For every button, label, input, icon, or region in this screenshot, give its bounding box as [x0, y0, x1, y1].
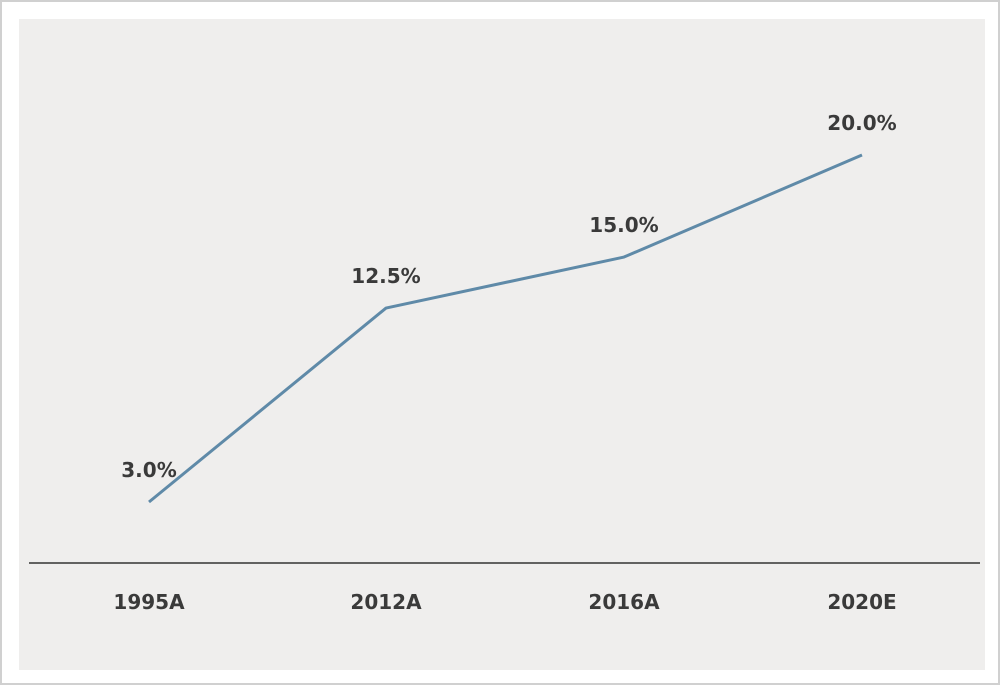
series-line	[148, 153, 863, 504]
x-tick-labels: 1995A 2012A 2016A 2020E	[113, 590, 896, 614]
data-labels: 3.0% 12.5% 15.0% 20.0%	[121, 111, 896, 482]
data-label-2020e: 20.0%	[827, 111, 896, 135]
data-label-1995a: 3.0%	[121, 458, 176, 482]
data-label-2016a: 15.0%	[589, 213, 658, 237]
data-label-2012a: 12.5%	[351, 264, 420, 288]
line-chart: 3.0% 12.5% 15.0% 20.0% 1995A 2012A 2016A 2020E	[29, 111, 980, 614]
x-tick-1995a: 1995A	[113, 590, 185, 614]
x-tick-2012a: 2012A	[350, 590, 422, 614]
x-tick-2016a: 2016A	[588, 590, 660, 614]
x-tick-2020e: 2020E	[827, 590, 896, 614]
chart-panel: 3.0% 12.5% 15.0% 20.0% 1995A 2012A 2016A 2020E	[19, 19, 985, 670]
